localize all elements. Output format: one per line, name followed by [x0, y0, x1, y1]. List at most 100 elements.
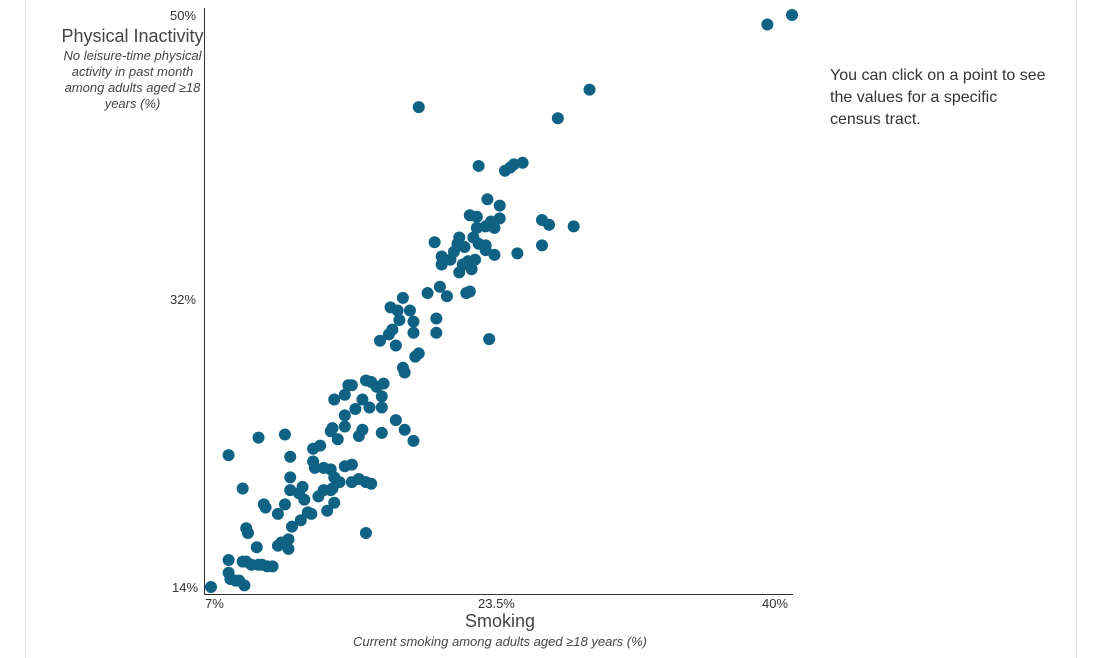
data-point[interactable] [440, 290, 453, 303]
data-point[interactable] [233, 574, 246, 587]
data-point[interactable] [393, 314, 406, 327]
data-point[interactable] [472, 159, 485, 172]
data-point[interactable] [356, 423, 369, 436]
data-point[interactable] [241, 526, 254, 539]
data-point[interactable] [535, 239, 548, 252]
data-point[interactable] [386, 323, 399, 336]
data-point[interactable] [463, 285, 476, 298]
data-point[interactable] [240, 555, 253, 568]
data-point[interactable] [359, 526, 372, 539]
data-point[interactable] [321, 504, 334, 517]
data-point[interactable] [333, 476, 346, 489]
data-point[interactable] [328, 393, 341, 406]
data-point[interactable] [278, 428, 291, 441]
x-tick-label: 7% [205, 596, 224, 611]
data-point[interactable] [483, 333, 496, 346]
data-point[interactable] [285, 520, 298, 533]
data-point[interactable] [488, 221, 501, 234]
data-point[interactable] [278, 498, 291, 511]
data-point[interactable] [345, 379, 358, 392]
instruction-note: You can click on a point to see the valu… [830, 67, 1046, 128]
data-point[interactable] [435, 258, 448, 271]
x-tick-label: 23.5% [478, 596, 515, 611]
data-point[interactable] [259, 501, 272, 514]
data-point[interactable] [377, 377, 390, 390]
chart-card [25, 0, 1077, 658]
data-point[interactable] [375, 426, 388, 439]
data-point[interactable] [761, 18, 774, 31]
data-point[interactable] [396, 291, 409, 304]
data-point[interactable] [412, 101, 425, 114]
data-point[interactable] [375, 401, 388, 414]
data-point[interactable] [583, 83, 596, 96]
data-point[interactable] [275, 536, 288, 549]
data-point[interactable] [284, 450, 297, 463]
data-point[interactable] [453, 231, 466, 244]
data-point[interactable] [338, 409, 351, 422]
data-point[interactable] [375, 390, 388, 403]
data-point[interactable] [786, 9, 798, 21]
data-point[interactable] [365, 477, 378, 490]
data-point[interactable] [305, 507, 318, 520]
data-point[interactable] [398, 366, 411, 379]
x-axis-subtitle: Current smoking among adults aged ≥18 ye… [353, 634, 647, 649]
data-point[interactable] [391, 304, 404, 317]
data-point[interactable] [493, 199, 506, 212]
data-point[interactable] [407, 326, 420, 339]
data-point[interactable] [389, 414, 402, 427]
data-point[interactable] [398, 423, 411, 436]
data-point[interactable] [266, 560, 279, 573]
data-point[interactable] [458, 240, 471, 253]
data-point[interactable] [363, 401, 376, 414]
data-point[interactable] [222, 449, 235, 462]
data-point[interactable] [430, 312, 443, 325]
data-point[interactable] [374, 334, 387, 347]
data-point[interactable] [331, 433, 344, 446]
data-point[interactable] [407, 434, 420, 447]
data-point[interactable] [345, 458, 358, 471]
data-point[interactable] [236, 482, 249, 495]
data-point[interactable] [252, 431, 265, 444]
data-point[interactable] [421, 287, 434, 300]
data-point[interactable] [307, 455, 320, 468]
data-point[interactable] [250, 541, 263, 554]
x-tick-label: 40% [762, 596, 789, 611]
data-point[interactable] [433, 280, 446, 293]
data-point[interactable] [294, 514, 307, 527]
data-point[interactable] [469, 253, 482, 266]
data-point[interactable] [430, 326, 443, 339]
data-point[interactable] [389, 339, 402, 352]
data-point[interactable] [465, 263, 478, 276]
data-point[interactable] [567, 220, 580, 233]
y-axis-subtitle: No leisure-time physical activity in pas… [63, 48, 202, 111]
y-axis-title: Physical Inactivity [61, 26, 204, 46]
data-point[interactable] [356, 393, 369, 406]
data-point[interactable] [338, 420, 351, 433]
data-point[interactable] [205, 581, 217, 593]
data-point[interactable] [338, 388, 351, 401]
data-point[interactable] [493, 212, 506, 225]
data-point[interactable] [271, 507, 284, 520]
data-point[interactable] [296, 480, 309, 493]
data-point[interactable] [409, 350, 422, 363]
data-point[interactable] [511, 247, 524, 260]
data-point[interactable] [516, 156, 529, 169]
data-point[interactable] [349, 403, 362, 416]
data-point[interactable] [472, 237, 485, 250]
data-point[interactable] [407, 315, 420, 328]
data-point[interactable] [481, 193, 494, 206]
data-point[interactable] [543, 218, 556, 231]
data-point[interactable] [284, 471, 297, 484]
data-point[interactable] [222, 553, 235, 566]
data-point[interactable] [326, 422, 339, 435]
y-axis-label: Physical Inactivity No leisure-time phys… [60, 26, 205, 112]
data-point[interactable] [470, 210, 483, 223]
data-point[interactable] [428, 236, 441, 249]
x-axis-title: Smoking [464, 611, 536, 631]
data-point[interactable] [403, 304, 416, 317]
data-point[interactable] [314, 439, 327, 452]
data-point[interactable] [551, 112, 564, 125]
data-point[interactable] [328, 496, 341, 509]
data-point[interactable] [488, 248, 501, 261]
